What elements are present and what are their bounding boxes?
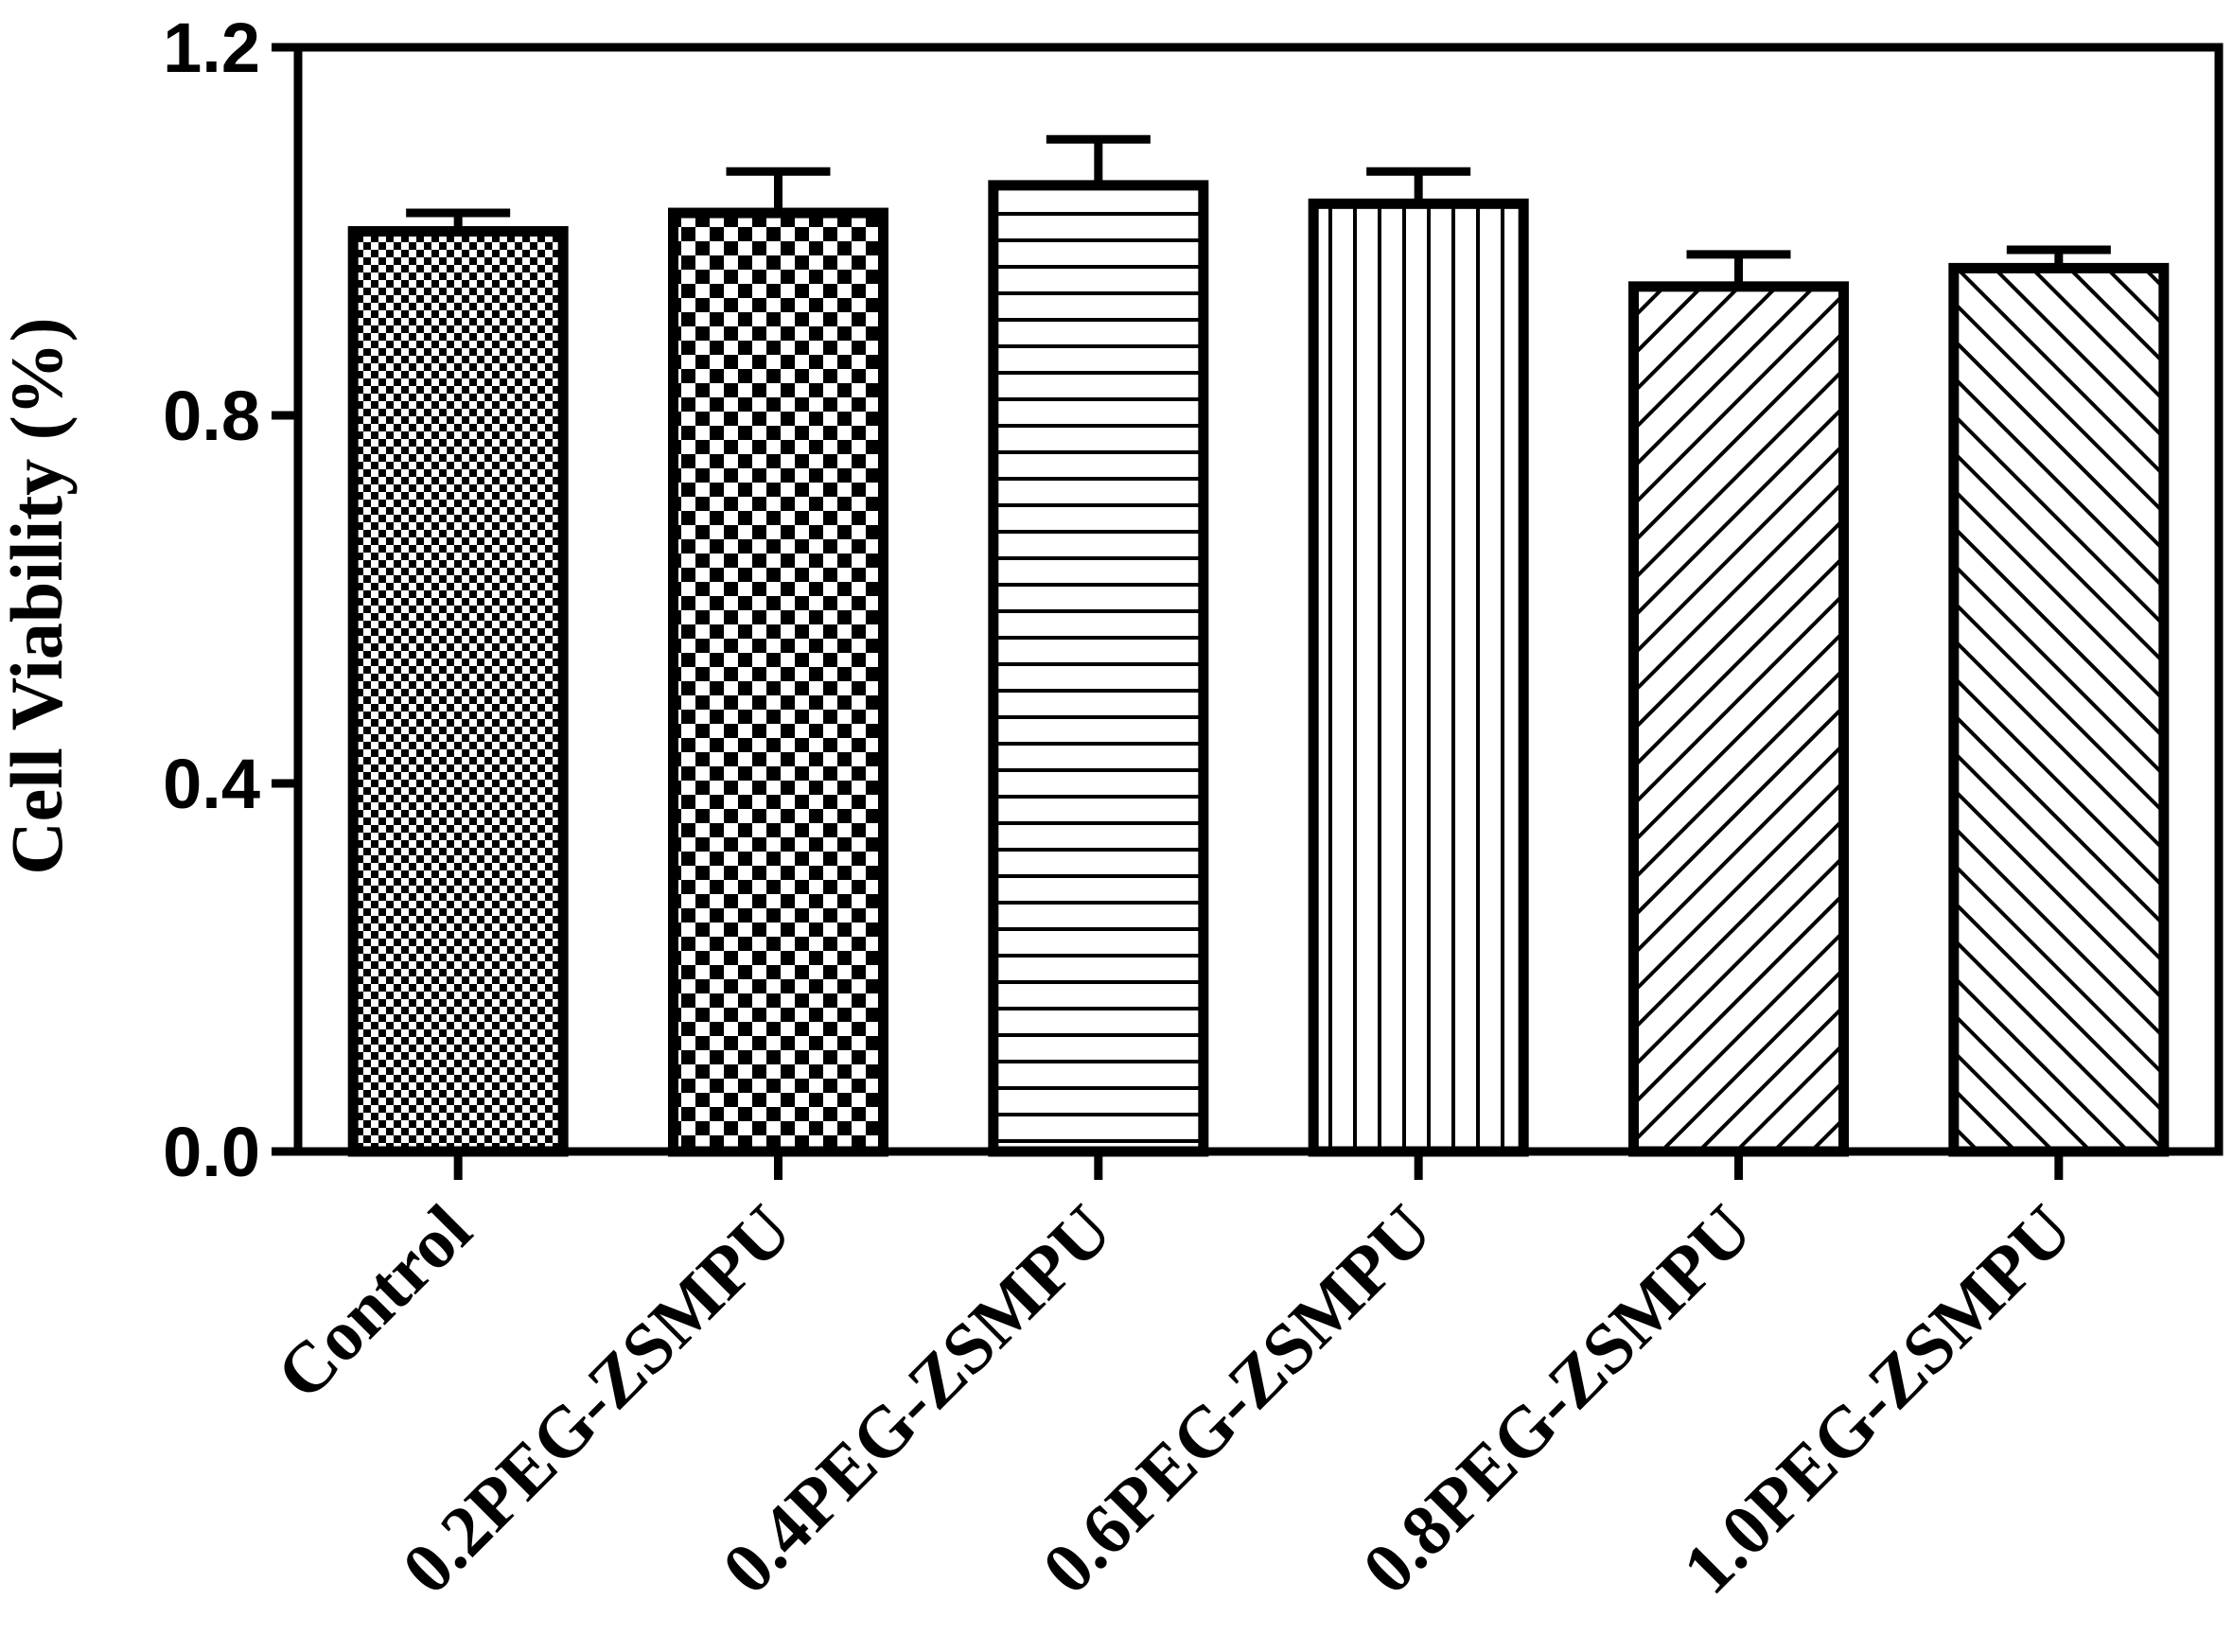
bar-5 [1948, 262, 2170, 1157]
bar-0 [347, 226, 569, 1157]
x-axis: Control0.2PEG-ZSMPU0.4PEG-ZSMPU0.6PEG-ZS… [262, 1151, 2087, 1609]
bar-2 [988, 180, 1209, 1157]
x-tick-label-0: Control [262, 1190, 487, 1415]
bar-3 [1308, 198, 1529, 1157]
bar-4 [1628, 281, 1849, 1157]
y-axis-title: Cell Viability (%) [0, 317, 78, 874]
y-tick-label-0: 0.0 [163, 1113, 260, 1191]
error-bars-layer [406, 134, 2111, 287]
plot-area [293, 43, 2224, 1156]
y-tick-label-1: 0.4 [163, 745, 260, 823]
y-axis: 0.0 0.4 0.8 1.2 [163, 9, 298, 1191]
y-tick-label-3: 1.2 [163, 9, 260, 87]
bars-layer [347, 180, 2170, 1157]
y-tick-label-2: 0.8 [163, 377, 260, 455]
plot-border [293, 43, 2224, 1156]
bar-1 [668, 207, 888, 1157]
